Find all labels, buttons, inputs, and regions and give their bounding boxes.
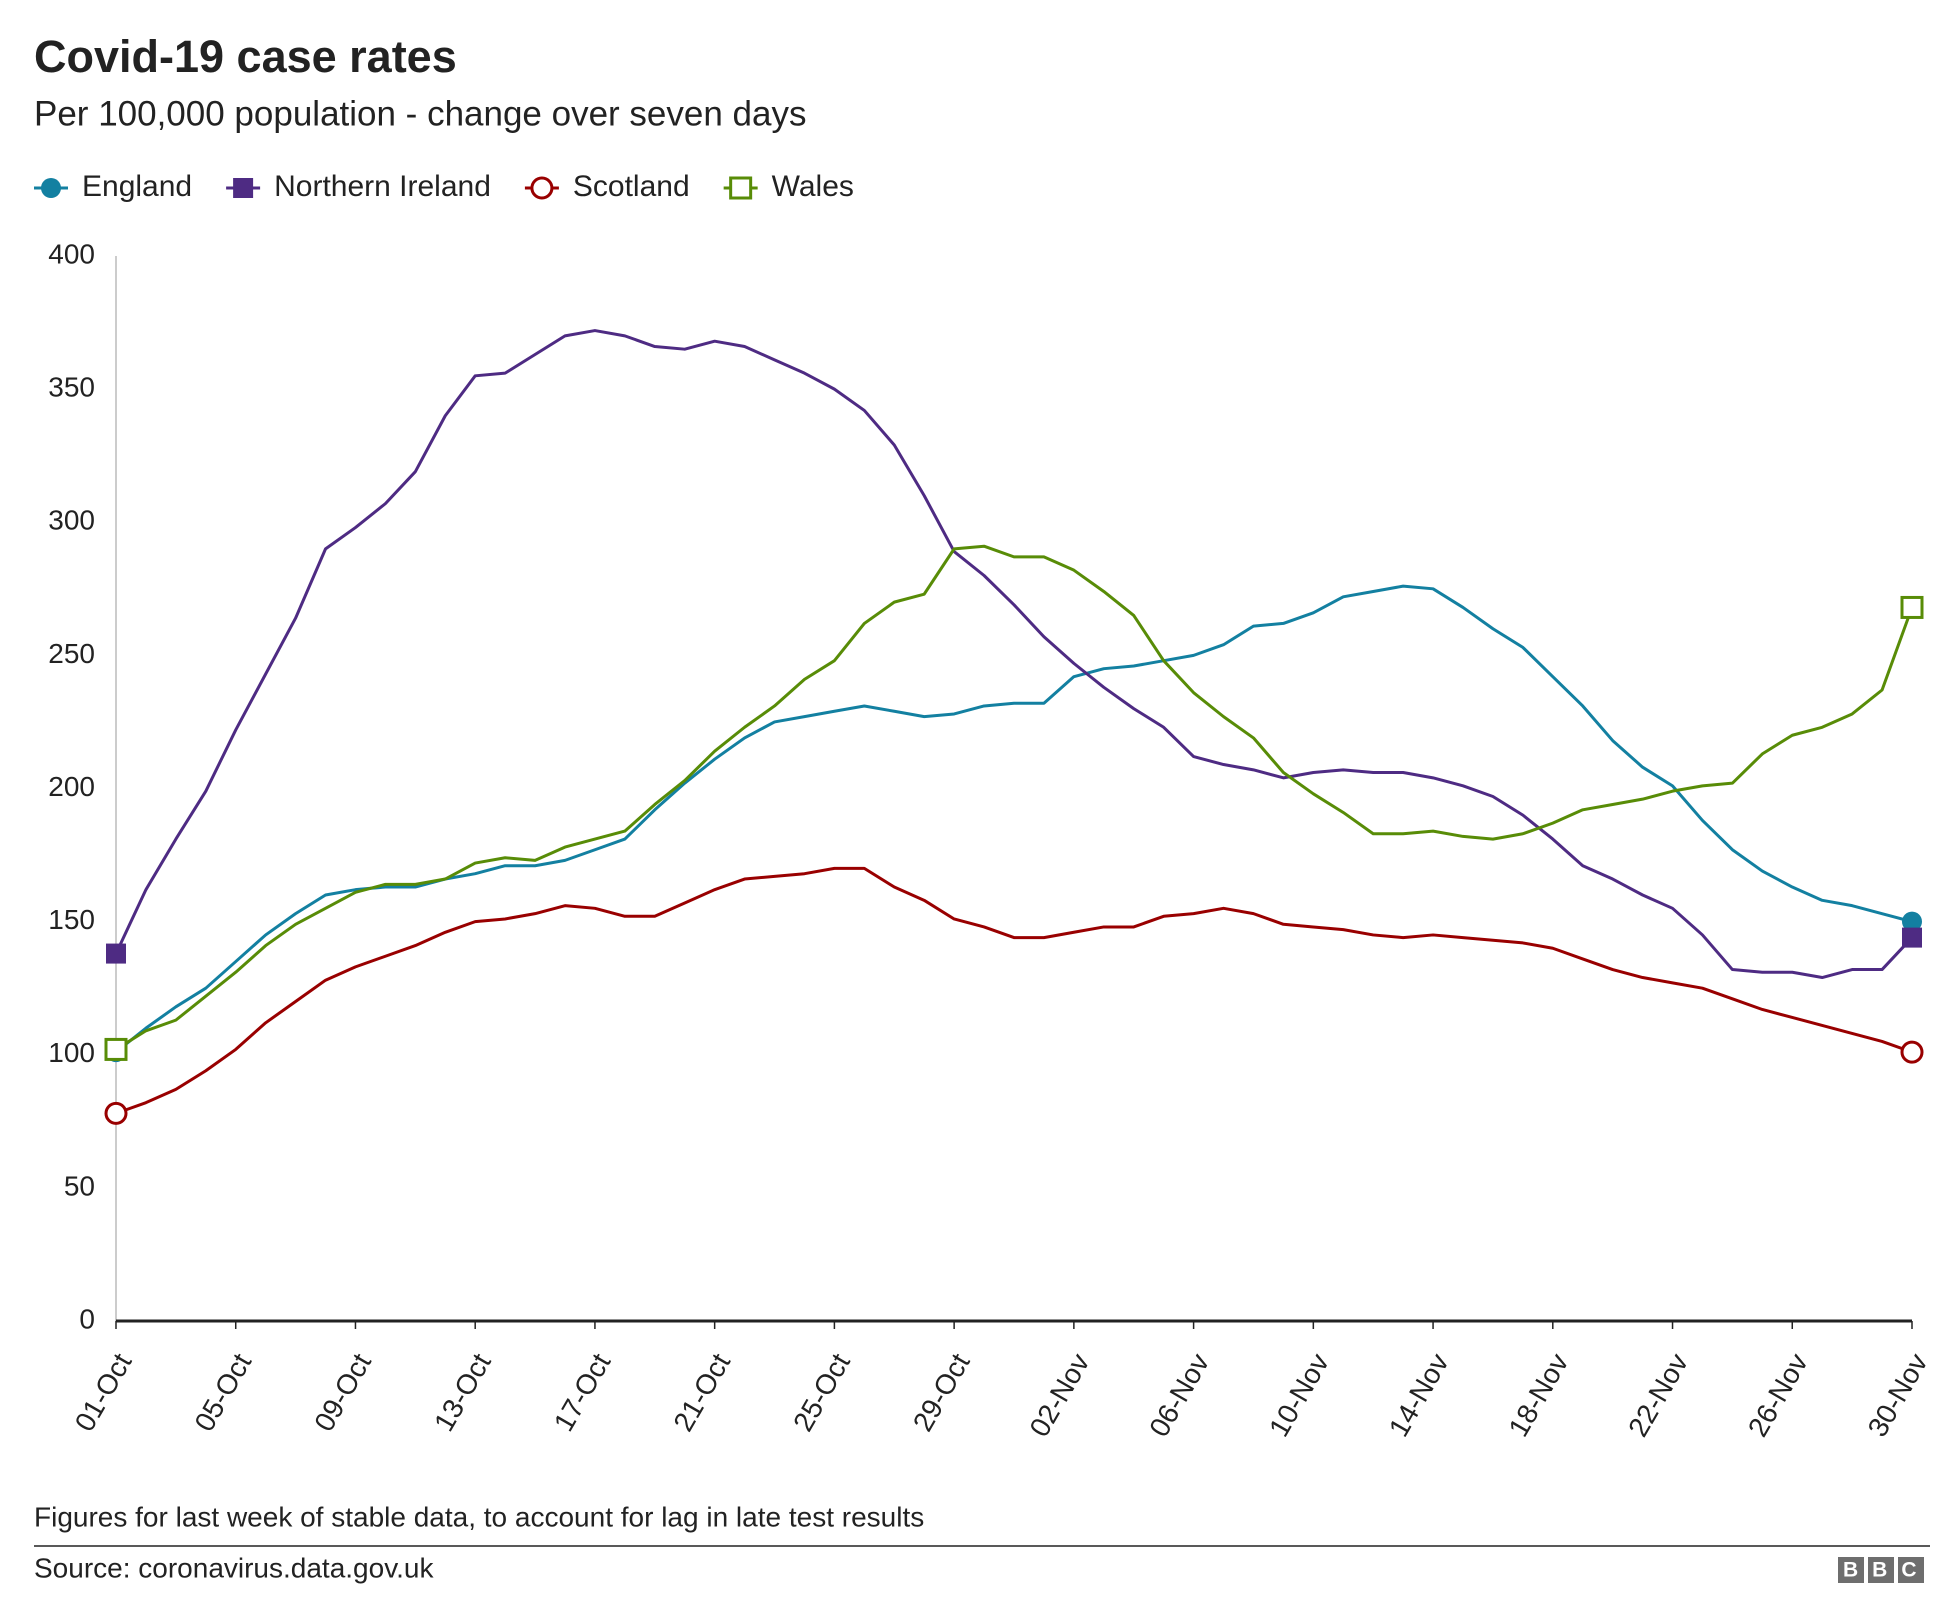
point-marker — [1902, 927, 1922, 948]
footnote: Figures for last week of stable data, to… — [34, 1501, 924, 1532]
y-tick-label: 100 — [48, 1037, 95, 1068]
y-tick-label: 200 — [48, 771, 95, 802]
legend-label: Scotland — [573, 170, 690, 203]
point-marker — [106, 943, 126, 964]
point-marker — [104, 1101, 128, 1125]
x-tick-label: 09-Oct — [308, 1348, 377, 1436]
logo-block — [1898, 1557, 1924, 1583]
legend-label: Northern Ireland — [274, 170, 491, 203]
x-tick-label: 06-Nov — [1143, 1348, 1215, 1442]
y-tick-label: 400 — [48, 238, 95, 269]
logo-block — [1868, 1557, 1894, 1583]
legend-item: England — [34, 170, 192, 203]
y-tick-label: 0 — [79, 1303, 95, 1334]
point-marker — [104, 1037, 128, 1061]
legend-marker — [530, 176, 554, 200]
x-tick-label: 30-Nov — [1862, 1348, 1934, 1442]
series-line — [114, 329, 1914, 980]
x-tick-label: 14-Nov — [1383, 1348, 1455, 1442]
series-line — [115, 584, 1913, 1054]
x-tick-label: 29-Oct — [907, 1348, 976, 1436]
y-tick-label: 250 — [48, 638, 95, 669]
series-line — [115, 866, 1913, 1115]
y-tick-label: 300 — [48, 505, 95, 536]
y-tick-label: 50 — [64, 1170, 95, 1201]
series-line — [115, 544, 1914, 1051]
x-tick-label: 22-Nov — [1622, 1348, 1694, 1442]
y-tick-label: 150 — [48, 904, 95, 935]
x-tick-label: 26-Nov — [1742, 1348, 1814, 1442]
point-marker — [1900, 595, 1924, 619]
point-marker — [1900, 1040, 1924, 1064]
x-tick-label: 21-Oct — [667, 1348, 736, 1436]
legend-marker — [233, 178, 254, 198]
legend-marker — [41, 178, 61, 198]
x-tick-label: 05-Oct — [188, 1348, 257, 1436]
logo: BBC — [1838, 1557, 1931, 1583]
chart-subtitle: Per 100,000 population - change over sev… — [34, 94, 806, 133]
x-tick-label: 01-Oct — [69, 1348, 138, 1436]
legend-item: Scotland — [524, 170, 690, 203]
logo-text: BBC — [1843, 1559, 1931, 1582]
y-tick-label: 350 — [48, 372, 95, 403]
legend-marker — [729, 176, 753, 200]
x-tick-label: 17-Oct — [548, 1348, 617, 1436]
source: Source: coronavirus.data.gov.uk — [34, 1552, 434, 1583]
x-tick-label: 25-Oct — [787, 1348, 856, 1436]
x-tick-label: 02-Nov — [1023, 1348, 1095, 1442]
x-tick-label: 13-Oct — [428, 1348, 497, 1436]
legend-item: Northern Ireland — [226, 170, 491, 203]
x-tick-label: 10-Nov — [1263, 1348, 1335, 1442]
legend-item: Wales — [723, 170, 854, 203]
chart-title: Covid-19 case rates — [34, 31, 457, 82]
x-tick-label: 18-Nov — [1502, 1348, 1574, 1442]
legend-label: England — [82, 170, 192, 203]
legend-label: Wales — [772, 170, 854, 203]
logo-block — [1838, 1557, 1864, 1583]
point-marker — [1902, 911, 1922, 932]
